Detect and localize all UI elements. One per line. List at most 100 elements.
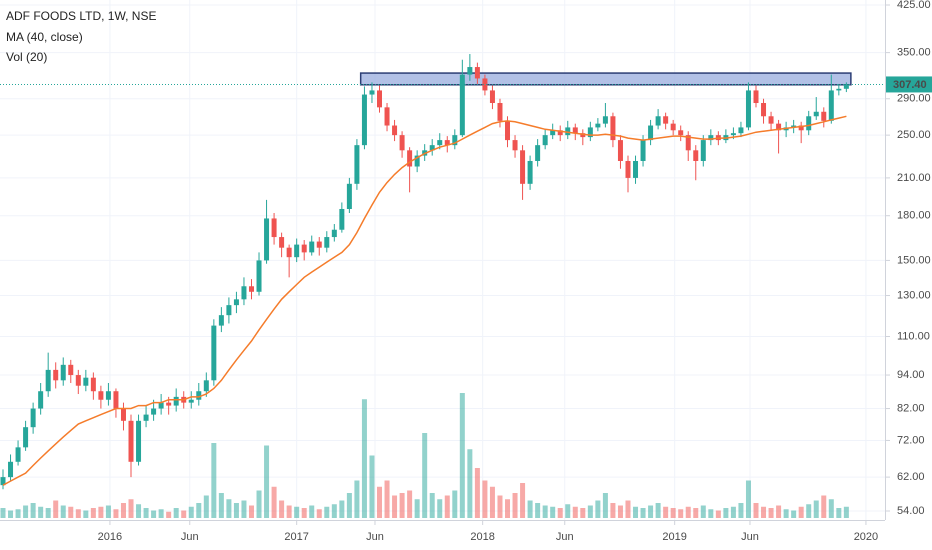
volume-bar: [580, 508, 586, 518]
volume-bar: [279, 500, 285, 518]
volume-bar: [828, 499, 834, 518]
volume-bar: [301, 508, 307, 518]
moving-average: [2, 115, 847, 486]
last-price-badge: [886, 76, 932, 93]
volume-bar: [68, 506, 74, 518]
volume-bar: [655, 503, 661, 518]
volume-bar: [505, 499, 511, 518]
candle-body: [309, 241, 315, 253]
volume-bar: [474, 468, 480, 518]
candle-body: [256, 260, 262, 292]
candle-body: [241, 286, 247, 300]
volume-bar: [38, 506, 44, 518]
candle-body: [693, 150, 699, 161]
volume-bar: [173, 508, 179, 518]
volume-bar: [625, 500, 631, 518]
candle-body: [843, 84, 849, 89]
candle-body: [392, 125, 398, 136]
volume-bar: [346, 493, 352, 518]
volume-bar: [527, 500, 533, 518]
volume-bar: [384, 480, 390, 518]
volume-bar: [422, 433, 428, 518]
candle-body: [437, 140, 443, 146]
candle-body: [173, 396, 179, 406]
volume-bar: [587, 505, 593, 518]
y-tick-label: 94.00: [897, 369, 925, 381]
volume-bar: [158, 509, 164, 518]
candle-body: [776, 123, 782, 131]
volume-bar: [715, 510, 721, 518]
candle-body: [301, 244, 307, 253]
volume-bar: [761, 506, 767, 518]
candle-body: [467, 67, 473, 75]
candle-body: [203, 380, 209, 392]
volume-bar: [45, 508, 51, 518]
candle-body: [264, 218, 270, 261]
volume-bar: [377, 486, 382, 518]
y-tick-label: 130.00: [897, 289, 931, 301]
candle-body: [113, 391, 119, 409]
candle-body: [188, 399, 194, 403]
candle-body: [136, 420, 142, 462]
volume-bar: [678, 509, 684, 518]
volume-bar: [105, 505, 111, 518]
volume-bar: [663, 506, 669, 518]
candle-body: [761, 103, 767, 117]
candle-body: [625, 160, 631, 178]
candle-body: [745, 90, 751, 128]
candle-body: [346, 183, 352, 209]
candle-body: [105, 391, 111, 400]
volume-bar: [753, 503, 759, 518]
indicator-label: Vol (20): [6, 50, 47, 64]
candle-body: [98, 391, 104, 400]
volume-bar: [60, 505, 66, 518]
volume-bar: [535, 503, 541, 518]
price-pane: [0, 54, 885, 490]
volume-bar: [407, 490, 413, 518]
candle-body: [685, 135, 691, 151]
volume-bar: [437, 499, 443, 518]
volume-bar: [399, 493, 405, 518]
candle-body: [806, 116, 812, 131]
volume-bar: [136, 504, 142, 518]
volume-bar: [218, 493, 224, 518]
volume-bar: [444, 495, 450, 518]
volume-bar: [30, 503, 36, 518]
volume-bar: [120, 503, 126, 518]
candle-body: [369, 90, 375, 95]
candle-body: [0, 477, 6, 486]
candle-body: [617, 140, 623, 161]
candle-body: [316, 241, 322, 248]
y-tick-label: 250.00: [897, 129, 931, 141]
range-box: [359, 72, 852, 86]
candle-body: [414, 155, 420, 167]
volume-bar: [512, 493, 518, 518]
candle-body: [377, 90, 382, 108]
candle-body: [768, 116, 774, 124]
candle-body: [429, 145, 435, 151]
candle-body: [166, 402, 172, 406]
volume-bar: [738, 503, 744, 518]
volume-bar: [414, 499, 420, 518]
candle-body: [15, 447, 21, 462]
volume-bar: [708, 509, 714, 518]
volume-bar: [557, 508, 563, 518]
volume-bar: [339, 500, 345, 518]
volume-bar: [813, 500, 819, 518]
candle-body: [512, 140, 518, 151]
y-tick-label: 210.00: [897, 172, 931, 184]
volume-bar: [821, 495, 827, 518]
x-tick-label: Jun: [556, 531, 574, 543]
candle-body: [595, 123, 601, 128]
candle-body: [384, 107, 390, 126]
candle-body: [75, 375, 81, 386]
volume-bar: [791, 510, 797, 518]
candle-body: [497, 103, 503, 121]
indicator-label: MA (40, close): [6, 30, 83, 44]
volume-bar: [256, 490, 262, 518]
candle-body: [708, 135, 714, 141]
volume-bar: [324, 506, 330, 518]
candle-body: [572, 127, 578, 134]
volume-bar: [151, 510, 157, 518]
